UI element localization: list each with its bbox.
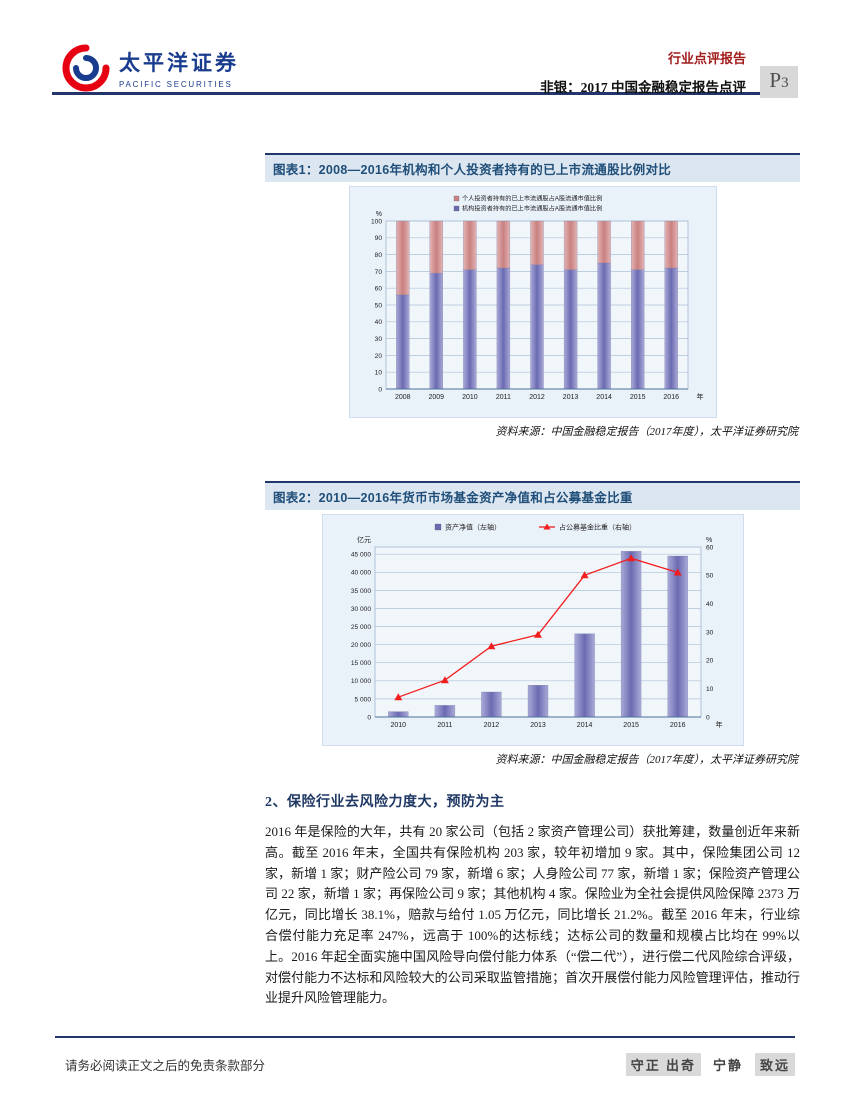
report-type: 行业点评报告 [667,51,746,66]
figure-2: 图表2：2010—2016年货币市场基金资产净值和占公募基金比重 0 5 000 1… [265,481,800,767]
svg-text:25 000: 25 000 [350,624,371,631]
figure-2-title: 图表2：2010—2016年货币市场基金资产净值和占公募基金比重 [265,481,800,510]
svg-text:亿元: 亿元 [357,535,371,544]
svg-text:10 000: 10 000 [350,678,371,685]
svg-text:资产净值（左轴）: 资产净值（左轴） [445,523,501,532]
figure-1: 图表1：2008—2016年机构和个人投资者持有的已上市流通股比例对比 0 10 2… [265,153,800,439]
svg-text:40: 40 [374,319,382,326]
svg-text:0: 0 [706,714,710,721]
page-number: 3 [781,75,789,91]
svg-text:45 000: 45 000 [350,552,371,559]
svg-text:机构投资者持有的已上市流通股占A股流通市值比例: 机构投资者持有的已上市流通股占A股流通市值比例 [462,205,602,213]
svg-text:50: 50 [374,302,382,309]
svg-text:90: 90 [374,235,382,242]
svg-text:2010: 2010 [462,394,478,401]
svg-text:5 000: 5 000 [354,696,371,703]
figure-1-source: 资料来源：中国金融稳定报告（2017年度），太平洋证券研究院 [495,426,799,438]
svg-text:40 000: 40 000 [350,570,371,577]
svg-text:60: 60 [706,544,714,551]
figure-2-source: 资料来源：中国金融稳定报告（2017年度），太平洋证券研究院 [495,754,799,766]
footer-disclaimer: 请务必阅读正文之后的免责条款部分 [65,1059,266,1073]
svg-text:2013: 2013 [562,394,578,401]
body-paragraph: 2016 年是保险的大年，共有 20 家公司（包括 2 家资产管理公司）获批筹建… [265,824,800,1006]
figure-1-title: 图表1：2008—2016年机构和个人投资者持有的已上市流通股比例对比 [265,153,800,182]
svg-text:30: 30 [374,336,382,343]
svg-text:30: 30 [706,629,714,636]
company-logo: 太平洋证券 PACIFIC SECURITIES [62,44,239,92]
svg-text:20: 20 [706,658,714,665]
svg-text:60: 60 [374,286,382,293]
figure-2-canvas: 0 5 000 10 000 15 000 20 000 25 000 30 000 35 0… [265,510,800,748]
svg-text:2012: 2012 [483,722,499,729]
svg-text:35 000: 35 000 [350,588,371,595]
svg-text:占公募基金比重（右轴）: 占公募基金比重（右轴） [559,523,636,532]
svg-text:年: 年 [696,392,703,401]
svg-text:2014: 2014 [596,394,612,401]
slogan-chip: 宁静 [712,1058,743,1073]
svg-text:10: 10 [706,686,714,693]
footer-row: 请务必阅读正文之后的免责条款部分 守正 出奇 宁静 致远 [55,1053,795,1076]
svg-text:15 000: 15 000 [350,660,371,667]
section-heading: 2、保险行业去风险力度大，预防为主 [265,795,505,810]
footer-slogan: 守正 出奇 宁静 致远 [625,1053,795,1076]
logo-company-name-en: PACIFIC SECURITIES [119,80,233,89]
header-rule [52,92,798,95]
svg-text:2008: 2008 [395,394,411,401]
footer-rule [55,1036,795,1038]
svg-text:30 000: 30 000 [350,606,371,613]
svg-text:2010: 2010 [390,722,406,729]
svg-text:80: 80 [374,252,382,259]
svg-text:0: 0 [367,714,371,721]
svg-text:2016: 2016 [669,722,685,729]
svg-text:2011: 2011 [437,722,452,729]
svg-text:2015: 2015 [629,394,645,401]
page-header: 太平洋证券 PACIFIC SECURITIES 行业点评报告 非银：2017 … [0,0,850,98]
svg-text:20 000: 20 000 [350,642,371,649]
svg-text:年: 年 [715,720,722,729]
svg-text:%: % [375,211,381,218]
page-footer: 请务必阅读正文之后的免责条款部分 守正 出奇 宁静 致远 [55,1036,795,1076]
slogan-chip: 守正 出奇 [625,1053,701,1076]
page-letter: P [769,68,782,92]
logo-text: 太平洋证券 PACIFIC SECURITIES [119,47,239,89]
svg-text:20: 20 [374,353,382,360]
logo-company-name: 太平洋证券 [119,51,239,75]
svg-text:100: 100 [370,218,381,225]
svg-text:0: 0 [378,386,382,393]
svg-text:个人投资者持有的已上市流通股占A股流通市值比例: 个人投资者持有的已上市流通股占A股流通市值比例 [462,195,602,203]
svg-text:2009: 2009 [428,394,444,401]
page-number-badge: P 3 [760,66,798,98]
header-titles: 行业点评报告 非银：2017 中国金融稳定报告点评 [540,48,760,96]
svg-text:2016: 2016 [663,394,679,401]
svg-text:2014: 2014 [576,722,592,729]
chart2-graphic: 0 5 000 10 000 15 000 20 000 25 000 30 000 35 0… [321,514,744,746]
svg-text:%: % [706,537,712,544]
chart1-graphic: 0 10 20 30 40 50 60 70 80 90 100% 2008 2009 2010 2011 2… [348,186,717,418]
svg-text:2015: 2015 [623,722,639,729]
svg-text:2013: 2013 [530,722,546,729]
svg-text:50: 50 [706,573,714,580]
svg-text:10: 10 [374,370,382,377]
figure-1-canvas: 0 10 20 30 40 50 60 70 80 90 100% 2008 2009 2010 2011 2… [265,182,800,420]
pacific-logo-icon [62,44,110,92]
report-title: 非银：2017 中国金融稳定报告点评 [540,80,746,95]
svg-text:2012: 2012 [529,394,545,401]
svg-text:70: 70 [374,269,382,276]
report-body: 图表1：2008—2016年机构和个人投资者持有的已上市流通股比例对比 0 10 2… [265,153,800,1009]
svg-text:2011: 2011 [495,394,510,401]
svg-text:40: 40 [706,601,714,608]
slogan-chip: 致远 [754,1053,795,1076]
